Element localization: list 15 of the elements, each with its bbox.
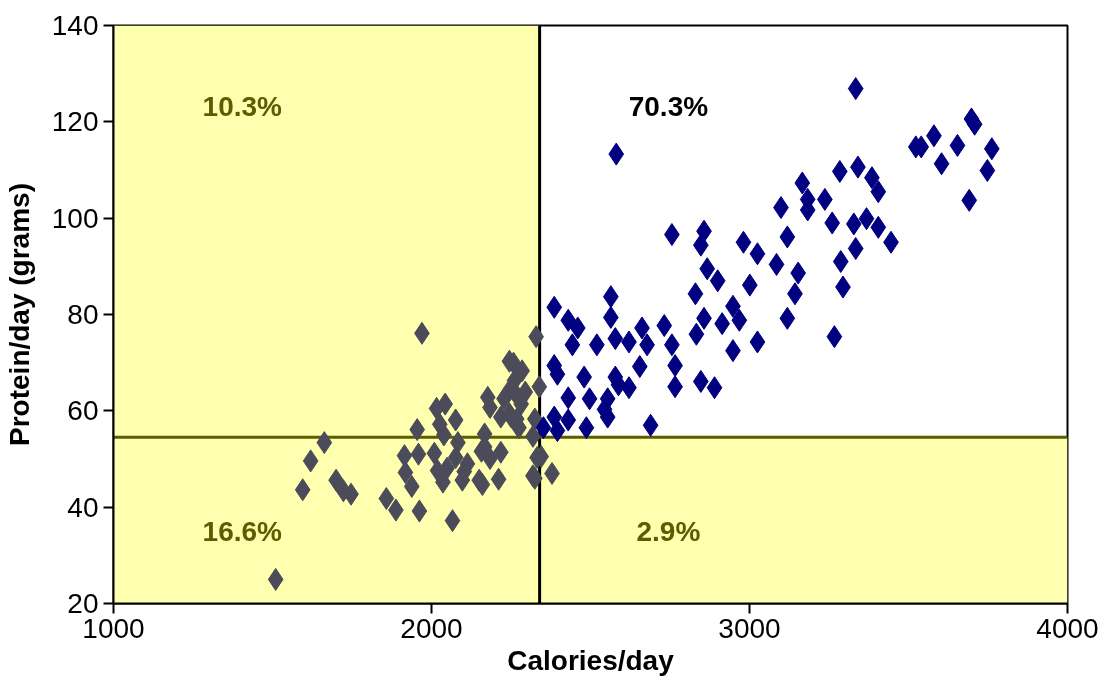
x-tick-label: 3000 [718, 612, 781, 644]
y-tick-label: 40 [67, 491, 99, 523]
annotation: 16.6% [202, 515, 283, 547]
y-tick-label: 140 [51, 10, 99, 41]
annotation: 2.9% [636, 515, 701, 547]
y-tick-label: 120 [51, 106, 99, 138]
y-tick-label: 60 [67, 395, 99, 427]
x-axis-title: Calories/day [507, 644, 675, 676]
y-tick-label: 100 [51, 202, 99, 234]
y-axis-title: Protein/day (grams) [3, 183, 35, 446]
x-tick-label: 4000 [1036, 612, 1099, 644]
annotation: 10.3% [202, 90, 283, 122]
y-tick-label: 80 [67, 299, 99, 330]
annotation: 70.3% [628, 90, 709, 122]
x-tick-label: 2000 [400, 612, 463, 644]
